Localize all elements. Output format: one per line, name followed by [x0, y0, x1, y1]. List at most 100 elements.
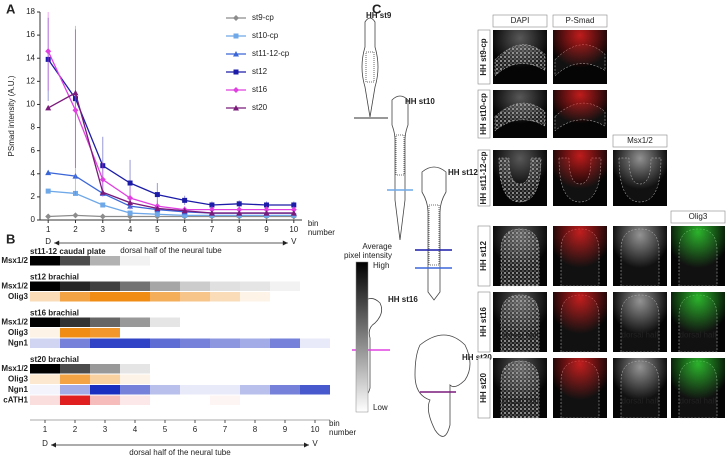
axis-end: V	[291, 237, 297, 246]
column-header-box	[670, 210, 726, 224]
legend-label: st20	[252, 103, 268, 112]
signal	[671, 358, 725, 418]
heat-cell	[240, 385, 270, 395]
heat-cell	[150, 338, 180, 348]
axis-start: D	[42, 439, 48, 448]
heat-cell	[240, 364, 270, 374]
heat-cell	[60, 292, 90, 302]
heat-cell	[60, 256, 90, 266]
marker	[72, 107, 79, 114]
x-tick-label: 7	[223, 425, 228, 434]
marker	[290, 206, 297, 213]
embryo-drawings	[352, 17, 471, 437]
marker	[209, 202, 215, 208]
heat-cell	[270, 281, 300, 291]
column-header-box	[552, 14, 608, 28]
axis-caption: dorsal half of the neural tube	[120, 246, 222, 255]
column-header: Olig3	[689, 212, 708, 221]
heat-cell	[180, 318, 210, 328]
x-axis-label: bin	[329, 419, 340, 428]
heat-cell	[180, 281, 210, 291]
heat-cell	[90, 374, 120, 384]
signal	[553, 226, 607, 286]
series-line	[47, 91, 294, 214]
x-tick-label: 8	[237, 225, 242, 234]
signal	[553, 30, 607, 84]
row-label: Olig3	[8, 292, 29, 301]
image-note: dorsal half	[680, 396, 718, 405]
heat-cell	[270, 292, 300, 302]
signal	[553, 90, 607, 138]
colorbar-high: High	[373, 261, 389, 270]
row-label-box	[477, 149, 491, 207]
panel-label: B	[6, 231, 15, 246]
group-title: st12 brachial	[30, 273, 79, 282]
marker	[263, 206, 270, 213]
heat-cell	[210, 395, 240, 405]
heat-cell	[150, 317, 180, 327]
heat-cell	[150, 281, 180, 291]
legend-label: st12	[252, 67, 268, 76]
signal	[493, 358, 547, 418]
heat-cell	[90, 385, 120, 395]
marker	[100, 202, 106, 208]
column-header-box	[612, 134, 668, 148]
y-tick-label: 12	[26, 76, 35, 85]
marker	[263, 210, 270, 216]
heat-cell	[300, 385, 330, 395]
group-title: st16 brachial	[30, 309, 79, 318]
x-tick-label: 10	[311, 425, 320, 434]
heat-cell	[120, 328, 150, 338]
marker	[208, 210, 215, 216]
y-axis-label: PSmad intensity (A.U.)	[7, 75, 16, 156]
heat-cell	[270, 338, 300, 348]
marker	[182, 212, 188, 218]
heat-cell	[30, 256, 60, 266]
heat-cell	[60, 374, 90, 384]
marker	[72, 212, 79, 219]
x-tick-label: 2	[73, 225, 78, 234]
colorbar-title: Average	[362, 242, 392, 251]
signal	[493, 292, 547, 352]
heat-cell	[270, 318, 300, 328]
marker	[99, 189, 106, 195]
marker	[290, 210, 297, 216]
heat-cell	[240, 281, 270, 291]
heat-cell	[300, 282, 330, 292]
legend-label: st11-12-cp	[252, 49, 290, 58]
heat-cell	[120, 385, 150, 395]
heat-cell	[210, 375, 240, 385]
marker	[154, 205, 161, 211]
heat-cell	[60, 281, 90, 291]
colorbar-low: Low	[373, 403, 388, 412]
x-tick-label: 3	[101, 225, 106, 234]
x-tick-label: 1	[46, 225, 51, 234]
heat-cell	[60, 317, 90, 327]
axis-caption: dorsal half of the neural tube	[129, 448, 231, 457]
row-label-box	[477, 357, 491, 419]
panel-label: A	[6, 1, 16, 16]
image-note: dorsal half	[502, 396, 540, 405]
heat-cell	[120, 374, 150, 384]
y-tick-label: 8	[31, 123, 36, 132]
heat-cell	[240, 328, 270, 338]
signal	[493, 90, 547, 138]
column-header: P-Smad	[566, 16, 595, 25]
x-tick-label: 5	[155, 225, 160, 234]
signal	[613, 358, 667, 418]
image-note: dorsal half	[680, 330, 718, 339]
legend-marker	[233, 69, 239, 75]
marker	[127, 199, 134, 206]
heat-cell	[120, 317, 150, 327]
signal	[553, 358, 607, 418]
heat-cell	[90, 328, 120, 338]
heat-cell	[150, 292, 180, 302]
legend-marker	[233, 105, 239, 111]
heat-cell	[60, 328, 90, 338]
heat-cell	[90, 292, 120, 302]
panel-label: C	[372, 1, 382, 16]
heat-cell	[270, 396, 300, 406]
row-label-box	[477, 291, 491, 353]
row-label: Msx1/2	[1, 256, 28, 265]
marker	[72, 96, 78, 102]
